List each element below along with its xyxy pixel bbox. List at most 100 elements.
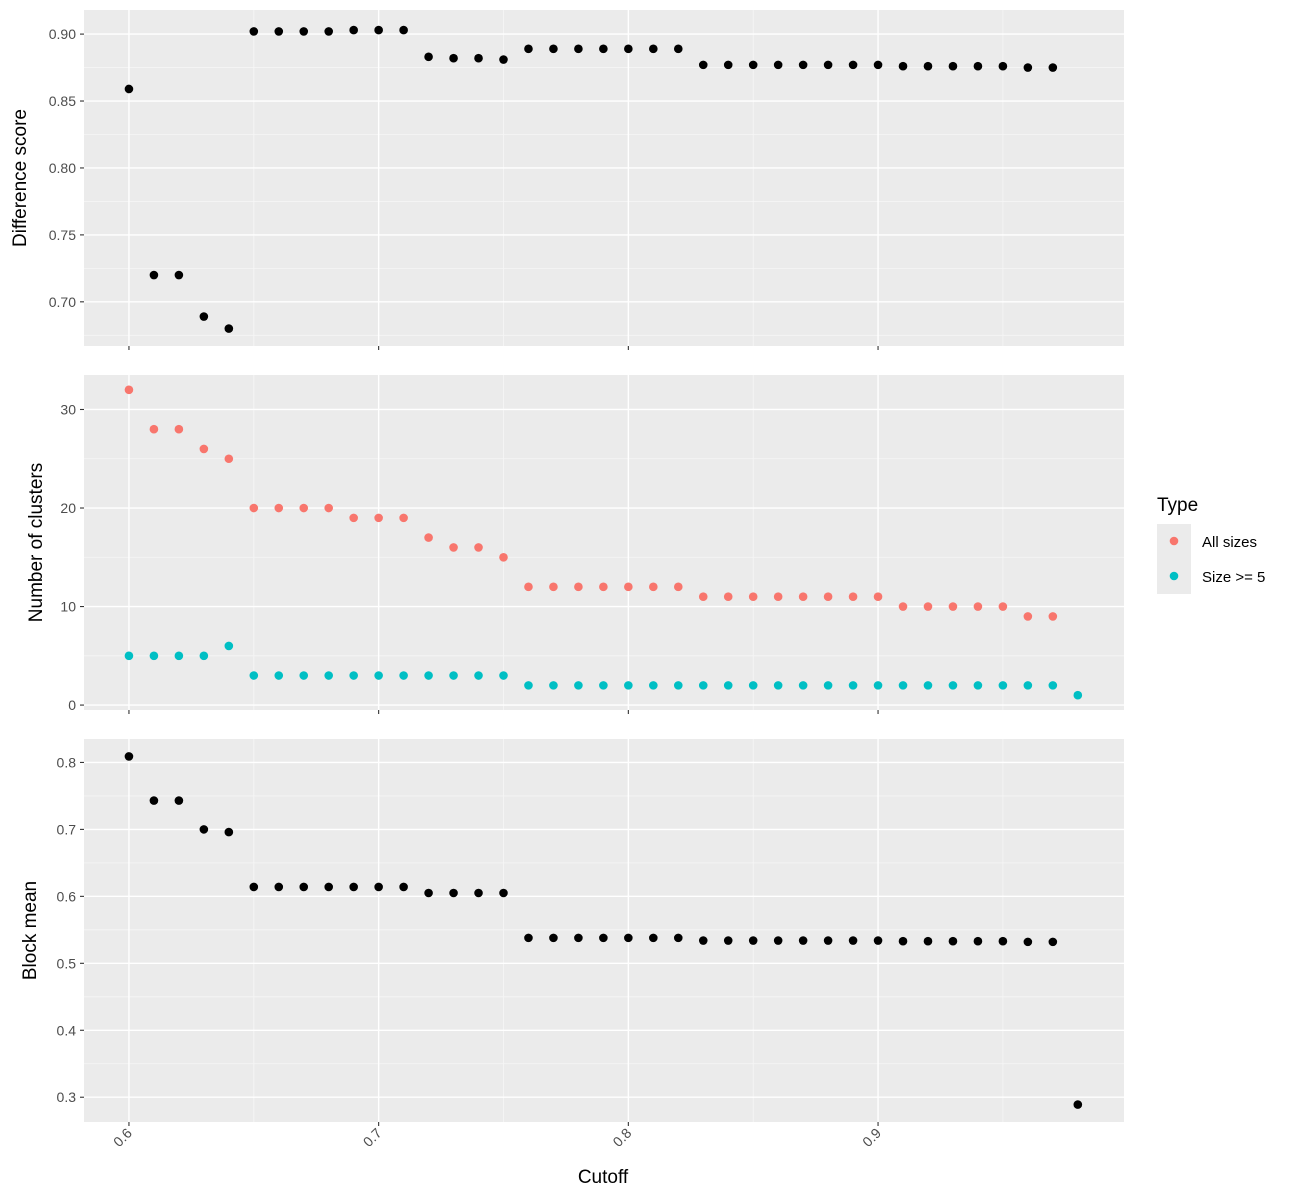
y-tick-label: 30 [60,401,76,417]
data-point [624,44,633,54]
difference-score-gridlines [84,10,1124,346]
number-of-clusters-panel: 0 10 20 30 Number of clusters [26,375,1124,714]
data-point [798,936,808,945]
data-point [424,888,433,898]
data-point [399,25,408,35]
data-point [723,681,733,690]
data-point [224,827,234,837]
data-point [524,681,533,690]
data-point [174,424,184,434]
data-point [798,681,808,690]
data-point [1023,63,1033,72]
data-point [973,602,983,611]
data-point [124,651,134,661]
data-point [773,936,783,945]
data-point [499,671,508,680]
data-point [873,681,883,690]
data-point [673,44,683,54]
data-point [249,882,259,892]
number-of-clusters-y-axis-title: Number of clusters [26,463,47,622]
block-mean-gridlines [84,739,1124,1122]
data-point [973,681,983,690]
legend: Type All sizes Size >= 5 [1157,495,1265,594]
difference-score-panel: 0.70 0.75 0.80 0.85 0.90 Difference score [10,10,1124,350]
data-point [499,552,508,562]
data-point [698,60,708,70]
data-point [199,444,209,454]
data-point [349,513,358,523]
data-point [848,936,858,945]
block-mean-panel-background [84,739,1124,1122]
data-point [798,60,808,70]
data-point [873,60,883,70]
data-point [449,543,458,552]
data-point [848,592,858,601]
data-point [923,602,933,611]
data-point [948,602,958,611]
data-point [474,543,483,552]
x-tick-label: 0.7 [360,1125,385,1150]
data-point [299,503,309,513]
data-point [649,933,658,943]
data-point [923,936,933,946]
data-point [524,582,533,592]
data-point [948,681,958,690]
data-point [973,61,983,71]
data-point [374,882,383,892]
data-point [549,44,558,54]
data-point [1048,612,1058,621]
block-mean-panel: 0.3 0.4 0.5 0.6 0.7 0.8 Block mean [20,739,1124,1126]
data-point [1073,690,1083,700]
y-tick-label: 10 [60,599,76,615]
data-point [599,44,608,54]
data-point [349,671,358,680]
data-point [723,936,733,945]
data-point [274,671,284,680]
y-tick-label: 0.6 [57,888,77,904]
data-point [923,681,933,690]
legend-entry-size-5: Size >= 5 [1157,559,1265,594]
data-point [1048,937,1058,947]
data-point [224,454,234,464]
data-point [998,936,1008,946]
data-point [274,882,284,892]
data-point [748,592,758,601]
data-point [349,25,358,35]
data-point [124,752,134,761]
data-point [549,933,558,943]
data-point [748,936,758,945]
y-tick-label: 0.75 [49,227,76,243]
data-point [449,53,458,63]
data-point [1023,937,1033,947]
data-point [624,933,633,943]
data-point [1023,612,1033,621]
y-tick-label: 0.80 [49,160,76,176]
data-point [124,84,134,94]
data-point [624,681,633,690]
x-tick-label: 0.8 [609,1125,634,1150]
data-point [673,582,683,592]
data-point [349,882,358,892]
difference-score-x-ticks [128,346,879,350]
difference-score-y-ticks: 0.70 0.75 0.80 0.85 0.90 [49,26,84,310]
data-point [624,582,633,592]
data-point [998,681,1008,690]
data-point [224,641,234,651]
data-point [449,671,458,680]
data-point [823,936,833,945]
data-point [673,681,683,690]
legend-title: Type [1157,495,1198,516]
data-point [424,671,433,680]
data-point [823,681,833,690]
legend-dot-size-5 [1169,571,1179,581]
data-point [424,52,433,62]
number-of-clusters-x-ticks [128,710,879,714]
data-point [873,592,883,601]
number-of-clusters-y-ticks: 0 10 20 30 [60,401,84,713]
data-point [848,681,858,690]
data-point [698,936,708,945]
y-tick-label: 0.4 [57,1022,77,1038]
data-point [249,27,259,36]
data-point [199,312,209,321]
